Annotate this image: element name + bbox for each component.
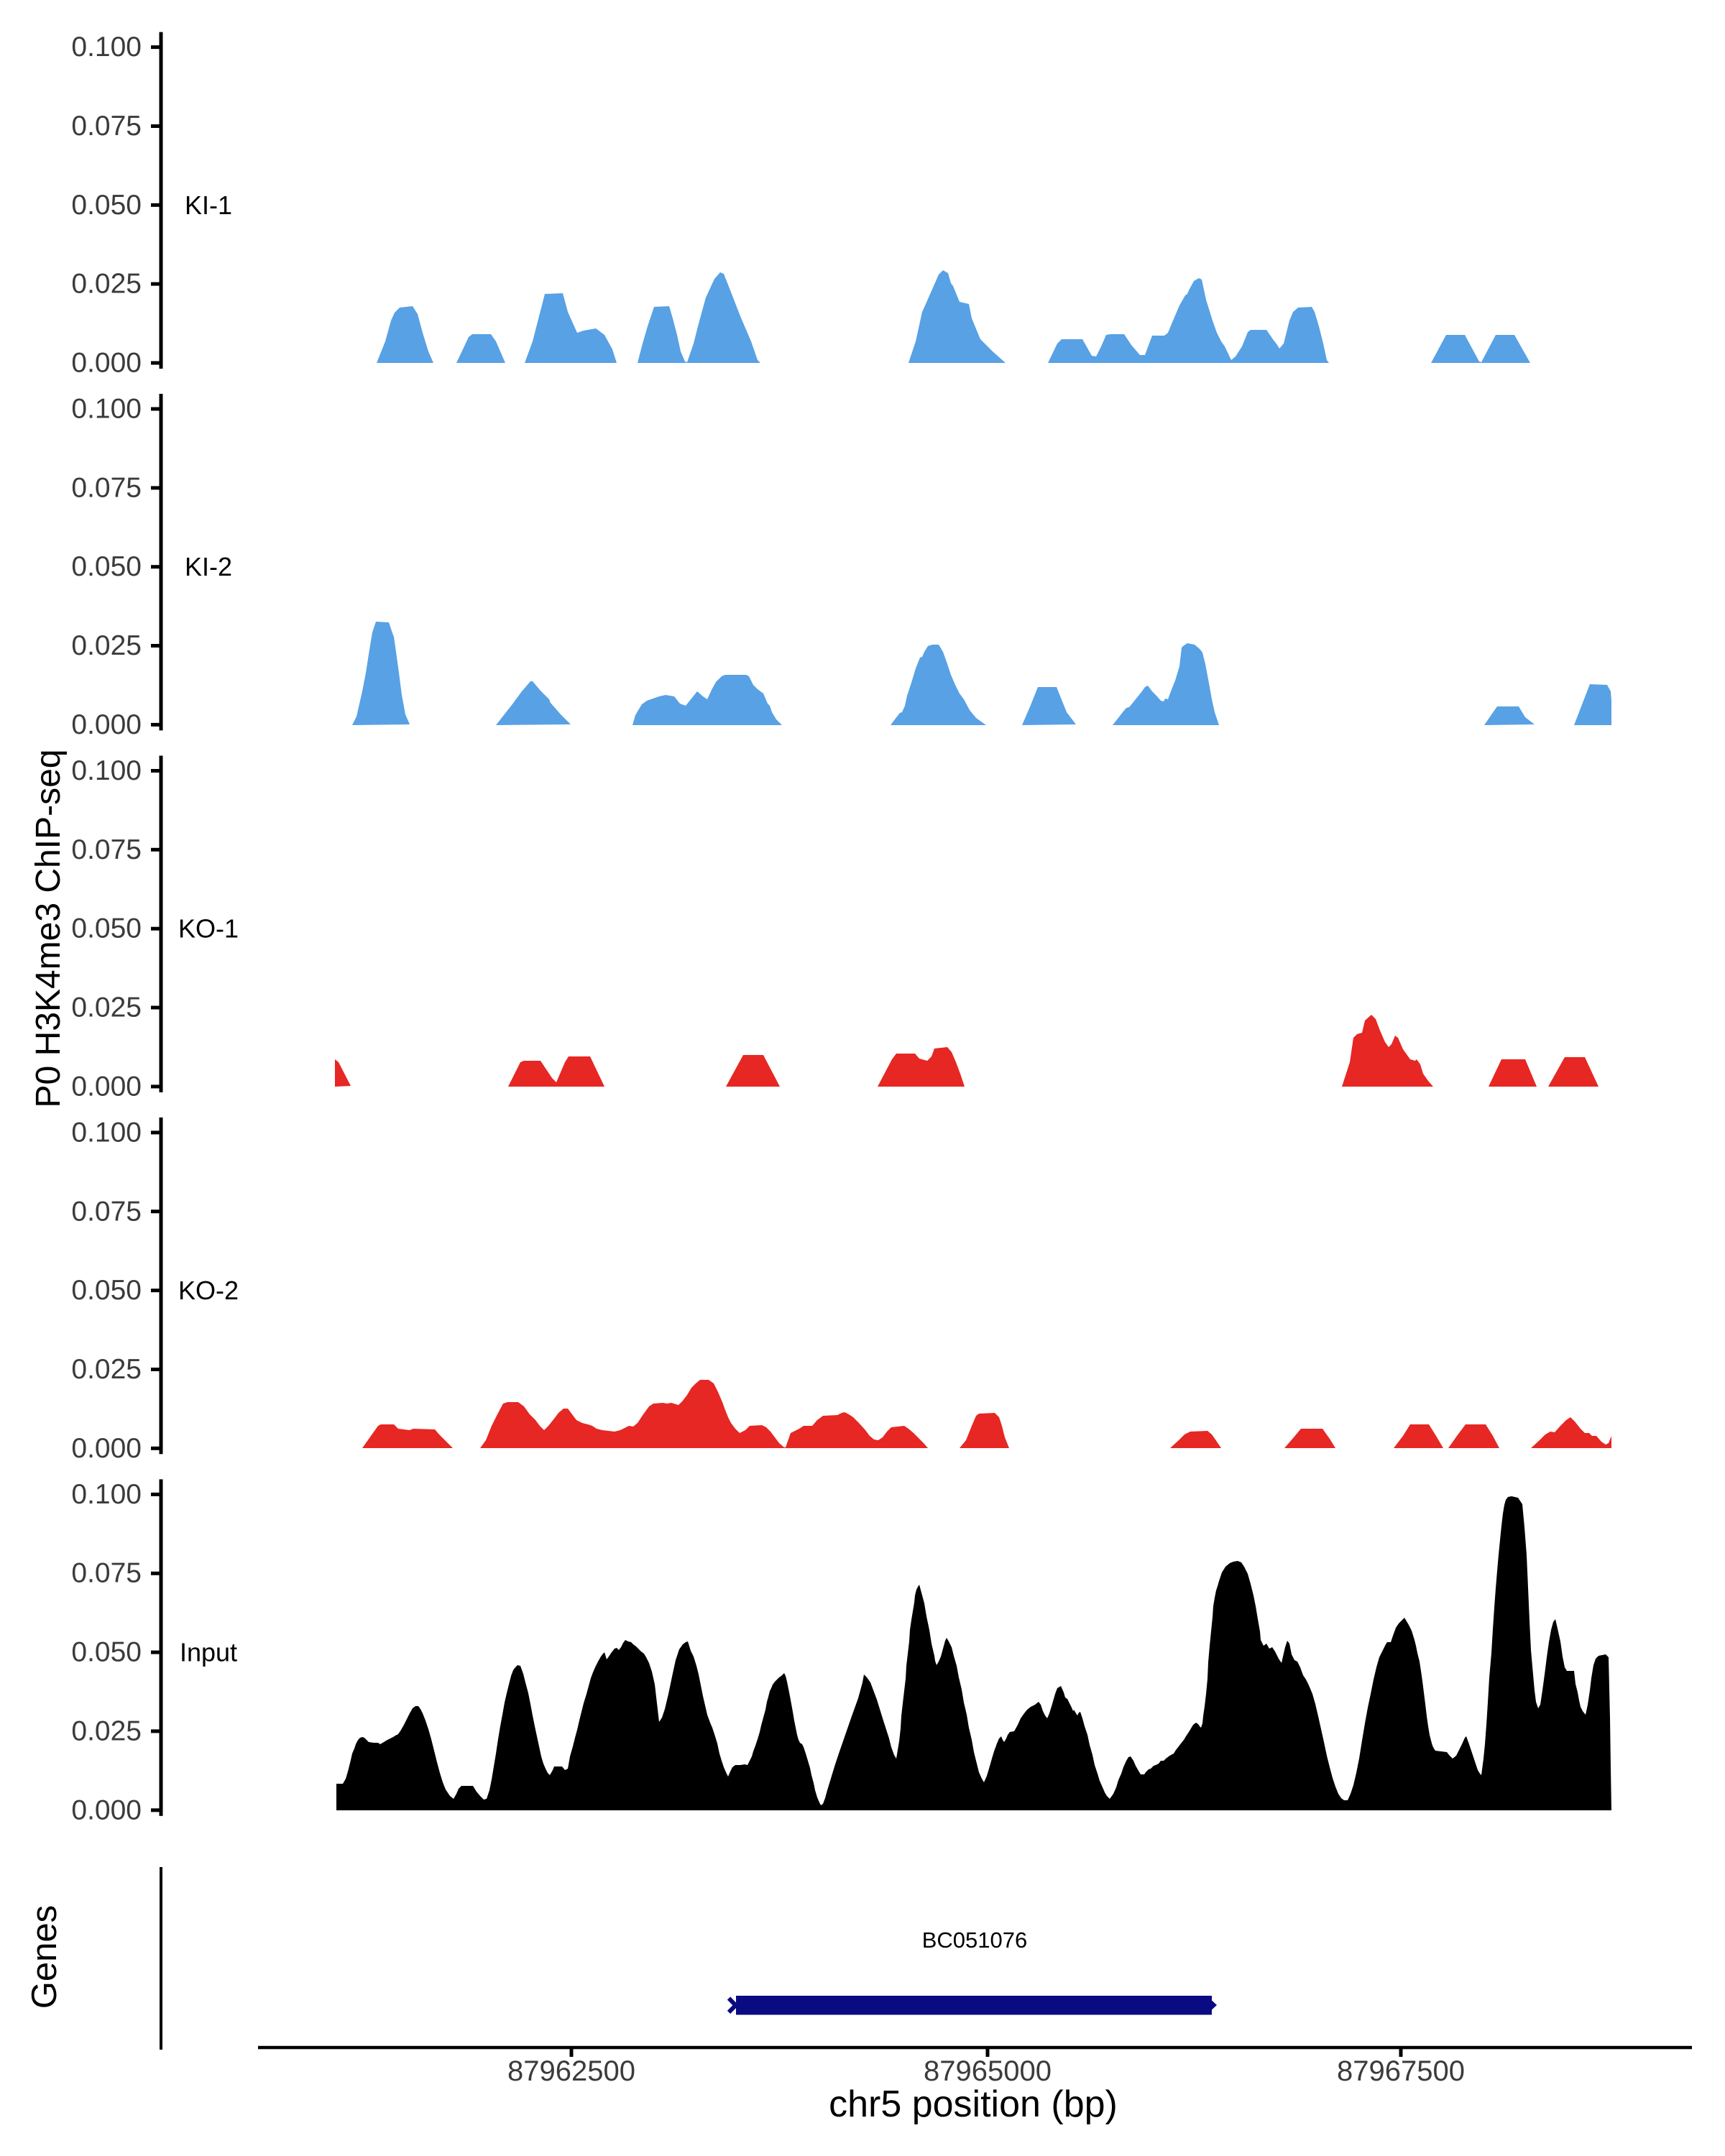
svg-text:P0 H3K4me3 ChIP-seq: P0 H3K4me3 ChIP-seq: [29, 750, 68, 1108]
svg-text:0.100: 0.100: [71, 1479, 142, 1510]
svg-text:0.050: 0.050: [71, 190, 142, 221]
svg-text:KI-2: KI-2: [185, 552, 232, 581]
svg-text:0.100: 0.100: [71, 755, 142, 786]
svg-text:KO-1: KO-1: [178, 914, 239, 944]
svg-text:0.050: 0.050: [71, 1637, 142, 1668]
svg-text:87965000: 87965000: [924, 2055, 1052, 2087]
svg-text:87967500: 87967500: [1337, 2055, 1465, 2087]
svg-text:0.000: 0.000: [71, 1433, 142, 1464]
svg-text:Genes: Genes: [25, 1905, 64, 2009]
svg-text:0.000: 0.000: [71, 348, 142, 379]
svg-text:0.100: 0.100: [71, 32, 142, 63]
svg-text:0.025: 0.025: [71, 1354, 142, 1385]
svg-text:0.000: 0.000: [71, 1071, 142, 1102]
svg-text:0.050: 0.050: [71, 1275, 142, 1306]
svg-text:0.075: 0.075: [71, 834, 142, 865]
svg-text:0.025: 0.025: [71, 992, 142, 1023]
svg-text:0.050: 0.050: [71, 913, 142, 944]
svg-text:KO-2: KO-2: [178, 1276, 239, 1305]
svg-text:0.075: 0.075: [71, 1196, 142, 1227]
svg-text:0.050: 0.050: [71, 551, 142, 582]
svg-text:0.100: 0.100: [71, 394, 142, 425]
svg-text:0.075: 0.075: [71, 472, 142, 503]
svg-text:chr5 position (bp): chr5 position (bp): [829, 2083, 1118, 2125]
svg-text:0.075: 0.075: [71, 111, 142, 142]
svg-text:KI-1: KI-1: [185, 190, 232, 220]
svg-text:0.025: 0.025: [71, 630, 142, 661]
svg-text:0.000: 0.000: [71, 1795, 142, 1825]
svg-text:0.075: 0.075: [71, 1558, 142, 1589]
svg-text:0.025: 0.025: [71, 1715, 142, 1746]
svg-text:0.000: 0.000: [71, 709, 142, 740]
svg-text:0.100: 0.100: [71, 1117, 142, 1148]
svg-text:87962500: 87962500: [507, 2055, 635, 2087]
svg-text:Input: Input: [180, 1638, 237, 1667]
svg-text:0.025: 0.025: [71, 269, 142, 300]
svg-text:BC051076: BC051076: [922, 1927, 1028, 1953]
